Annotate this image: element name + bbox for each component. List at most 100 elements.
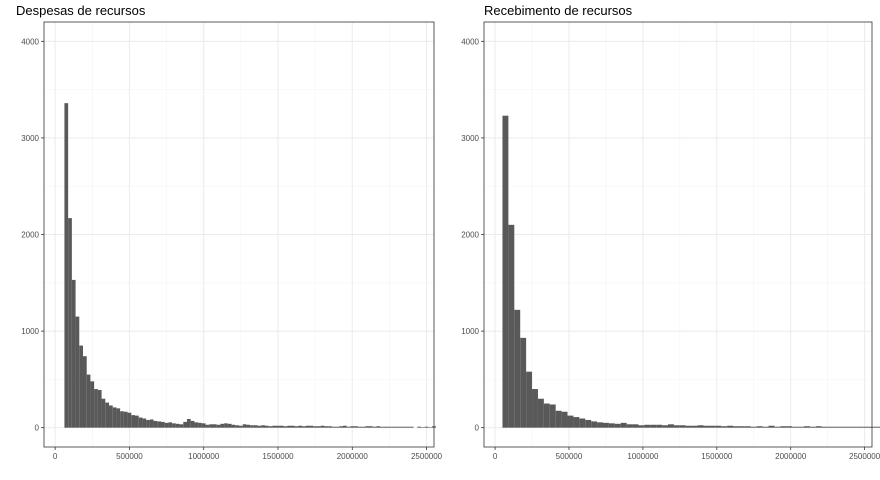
left-histogram-bar xyxy=(343,425,347,428)
left-histogram-bar xyxy=(298,425,303,428)
left-histogram-bar xyxy=(331,426,336,428)
right-histogram-bar xyxy=(792,426,799,428)
left-histogram-bar xyxy=(313,426,317,428)
right-histogram-bar xyxy=(573,417,580,428)
left-y-tick-label: 2000 xyxy=(21,231,39,240)
right-y-tick-label: 0 xyxy=(475,424,480,433)
left-histogram-bar xyxy=(339,426,343,428)
left-histogram-bar xyxy=(90,381,95,428)
right-histogram-bar xyxy=(768,425,775,428)
right-histogram-bar xyxy=(526,371,533,428)
right-histogram-bar xyxy=(620,422,627,428)
left-histogram-bar xyxy=(105,402,109,428)
left-histogram-bar xyxy=(372,426,377,428)
right-histogram-bar xyxy=(851,426,858,428)
left-histogram-bar xyxy=(365,426,369,428)
left-histogram-bar xyxy=(127,412,132,428)
left-x-tick-label: 2000000 xyxy=(337,452,369,461)
right-histogram-bar xyxy=(821,426,828,428)
right-histogram-bar xyxy=(532,389,538,428)
left-histogram-bar xyxy=(142,418,147,428)
right-histogram-bar xyxy=(579,418,586,428)
left-histogram-bar xyxy=(135,415,139,428)
left-histogram-bar xyxy=(64,103,69,428)
left-histogram-bar xyxy=(383,426,388,428)
right-histogram-bar xyxy=(798,426,805,428)
right-histogram-bar xyxy=(691,425,698,428)
left-histogram-bar xyxy=(112,407,117,428)
left-histogram-bar xyxy=(71,279,76,428)
left-histogram-bar xyxy=(328,426,332,428)
right-histogram-bar xyxy=(555,410,562,428)
right-histogram-bar xyxy=(721,426,728,428)
right-histogram-bar xyxy=(833,426,840,428)
right-histogram-bar xyxy=(549,404,556,428)
right-histogram-bar xyxy=(744,426,751,428)
left-x-tick-label: 500000 xyxy=(116,452,143,461)
right-panel: 0 1000 2000 3000 4000 0 500000 1000000 1500000 20… xyxy=(461,21,880,461)
left-histogram-bar xyxy=(395,426,399,428)
left-x-tick-label: 1500000 xyxy=(262,452,294,461)
left-histogram-bar xyxy=(227,423,232,428)
left-histogram-bar xyxy=(220,423,225,428)
left-histogram-bar xyxy=(209,424,213,428)
right-histogram-bar xyxy=(632,424,639,428)
right-histogram-bar xyxy=(715,425,722,428)
right-histogram-bar xyxy=(597,422,603,428)
right-histogram-bar xyxy=(567,415,574,428)
left-histogram-bar xyxy=(302,426,306,428)
left-histogram-bar xyxy=(194,422,199,428)
left-y-tick-label: 4000 xyxy=(21,37,39,46)
left-histogram-bar xyxy=(231,424,236,428)
right-histogram-bar xyxy=(591,421,598,428)
left-histogram-bar xyxy=(149,419,154,428)
left-histogram-bar xyxy=(317,426,321,428)
right-histogram-bar xyxy=(514,309,521,428)
right-histogram-bar xyxy=(738,426,745,428)
right-histogram-bar xyxy=(608,423,615,428)
left-histogram-bar xyxy=(324,426,329,428)
right-histogram-bar xyxy=(727,425,734,428)
left-panel: 0 1000 2000 3000 4000 0 500000 1000000 1500000 20… xyxy=(21,21,443,461)
right-histogram-bar xyxy=(644,424,651,428)
left-histogram-bar xyxy=(376,426,381,428)
left-histogram-bar xyxy=(187,418,191,428)
right-histogram-bar xyxy=(668,424,674,428)
left-histogram-bar xyxy=(402,426,407,428)
right-histogram-bar xyxy=(845,426,852,428)
left-y-tick-label: 3000 xyxy=(21,134,39,143)
left-histogram-bar xyxy=(279,425,284,428)
right-histogram-bar xyxy=(750,426,757,428)
left-histogram-bar xyxy=(235,425,239,428)
left-histogram-bar xyxy=(138,417,143,428)
left-histogram-bar xyxy=(357,426,362,428)
right-histogram-bar xyxy=(543,403,550,428)
left-histogram-bar xyxy=(417,426,421,428)
right-panel-title: Recebimento de recursos xyxy=(484,3,633,18)
left-histogram-bar xyxy=(387,426,392,428)
left-histogram-bar xyxy=(424,426,429,428)
right-histogram-bar xyxy=(774,426,781,428)
left-histogram-bar xyxy=(261,425,265,428)
left-histogram-bar xyxy=(109,405,113,428)
left-histogram-bar xyxy=(253,425,258,428)
right-histogram-bar xyxy=(656,424,663,428)
left-histogram-bar xyxy=(153,420,158,428)
right-histogram-bar xyxy=(679,425,686,428)
right-histogram-bar xyxy=(786,426,793,428)
left-histogram-bar xyxy=(123,411,128,428)
left-histogram-bar xyxy=(97,390,102,428)
right-histogram-bar xyxy=(650,424,657,428)
left-histogram-bar xyxy=(369,426,373,428)
right-histogram-bar xyxy=(561,411,568,428)
right-histogram-bar xyxy=(815,426,822,428)
right-x-tick-label: 2500000 xyxy=(849,452,880,461)
left-histogram-bar xyxy=(201,423,206,428)
left-histogram-bar xyxy=(94,389,98,428)
left-histogram-bar xyxy=(272,425,277,428)
left-histogram-bar xyxy=(265,425,269,428)
right-y-tick-label: 1000 xyxy=(461,327,479,336)
left-x-tick-label: 0 xyxy=(53,452,58,461)
left-histogram-bar xyxy=(172,423,176,428)
